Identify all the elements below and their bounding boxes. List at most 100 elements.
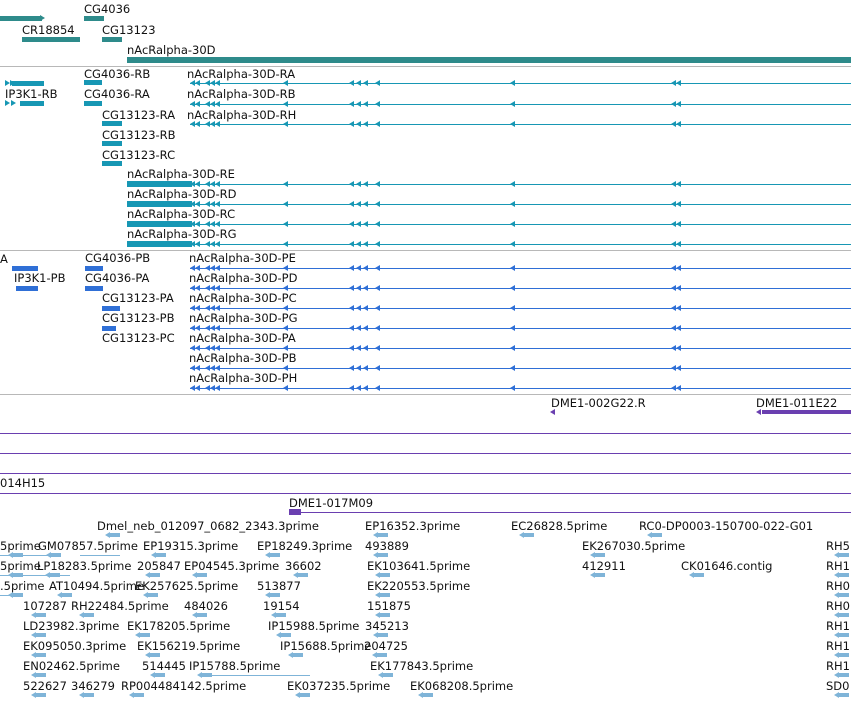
strand-arrow-icon [671,365,676,371]
est-feature[interactable] [276,613,286,617]
strand-arrow-icon [210,101,215,107]
est-feature[interactable] [140,633,150,637]
strand-arrow-icon [363,285,368,291]
est-feature[interactable] [156,553,166,557]
est-feature[interactable] [293,653,303,657]
feature-label: RP004484142.5prime [121,679,247,693]
exon-block[interactable] [102,141,122,146]
strand-arrow-icon [210,285,215,291]
strand-arrow-icon [271,612,276,618]
est-feature[interactable] [155,673,165,677]
est-feature[interactable] [62,593,72,597]
feature-label: EP19315.3prime [143,539,239,553]
strand-arrow-icon [195,241,200,247]
est-feature[interactable] [197,613,207,617]
est-feature[interactable] [150,573,160,577]
est-feature[interactable] [84,613,94,617]
exon-block[interactable] [127,221,192,227]
strand-arrow-icon [671,221,676,227]
exon-block[interactable] [20,101,44,106]
strand-arrow-icon [349,101,354,107]
est-feature[interactable] [839,693,849,697]
est-feature[interactable] [380,573,390,577]
est-feature[interactable] [839,673,849,677]
est-feature[interactable] [694,573,704,577]
strand-arrow-icon [676,181,681,187]
est-feature[interactable] [378,633,388,637]
est-feature[interactable] [839,573,849,577]
est-feature[interactable] [839,553,849,557]
est-feature[interactable] [300,693,310,697]
est-feature[interactable] [134,693,144,697]
est-feature[interactable] [270,593,280,597]
est-feature[interactable] [36,673,46,677]
est-feature[interactable] [377,653,387,657]
est-feature[interactable] [595,573,605,577]
exon-block[interactable] [102,306,120,311]
clone-feature[interactable] [762,410,851,414]
strand-arrow-icon [689,572,694,578]
est-feature[interactable] [839,653,849,657]
est-feature[interactable] [378,533,388,537]
strand-arrow-icon [363,80,368,86]
exon-block[interactable] [84,80,102,85]
est-feature[interactable] [110,533,120,537]
est-feature[interactable] [148,593,158,597]
feature-label: nAcRalpha-30D-PC [189,291,297,305]
strand-arrow-icon [363,101,368,107]
est-feature[interactable] [13,593,23,597]
est-feature[interactable] [36,613,46,617]
est-feature[interactable] [595,553,605,557]
gene-track [0,0,851,67]
gene-feature[interactable] [22,37,80,42]
gene-feature[interactable] [127,57,851,63]
gene-feature[interactable] [84,16,104,21]
strand-arrow-icon [205,101,210,107]
est-feature[interactable] [281,633,291,637]
est-feature[interactable] [423,693,433,697]
est-feature[interactable] [524,533,534,537]
est-feature[interactable] [380,613,390,617]
exon-block[interactable] [85,266,103,271]
exon-block[interactable] [12,266,38,271]
est-feature[interactable] [298,573,308,577]
strand-arrow-icon [510,181,515,187]
strand-arrow-icon [375,121,380,127]
exon-block[interactable] [85,286,103,291]
exon-block[interactable] [127,241,192,247]
exon-block[interactable] [102,161,122,166]
est-feature[interactable] [36,633,46,637]
exon-block[interactable] [127,201,192,207]
est-feature[interactable] [839,633,849,637]
est-feature[interactable] [378,553,388,557]
exon-block[interactable] [102,326,116,331]
feature-label: EN02462.5prime [23,659,120,673]
est-feature[interactable] [84,693,94,697]
est-feature[interactable] [150,653,160,657]
est-feature[interactable] [839,593,849,597]
gene-feature[interactable] [102,37,122,42]
strand-arrow-icon [190,221,195,227]
est-feature[interactable] [36,653,46,657]
exon-block[interactable] [127,181,192,187]
est-feature[interactable] [380,593,390,597]
est-feature[interactable] [839,613,849,617]
strand-arrow-icon [31,692,36,698]
est-feature[interactable] [383,673,393,677]
gene-feature[interactable] [0,16,42,21]
feature-label: CG13123-RC [102,148,176,162]
est-feature[interactable] [270,553,280,557]
exon-block[interactable] [102,121,122,126]
clone-feature[interactable] [289,509,301,515]
feature-label: 205847 [137,559,181,573]
feature-label: CG4036-RA [84,87,150,101]
est-feature[interactable] [197,573,207,577]
est-feature[interactable] [652,533,662,537]
exon-block[interactable] [12,81,44,86]
exon-block[interactable] [16,286,38,291]
feature-label: RH1 [826,559,850,573]
est-feature[interactable] [36,693,46,697]
exon-block[interactable] [84,101,102,106]
strand-arrow-icon [283,365,288,371]
